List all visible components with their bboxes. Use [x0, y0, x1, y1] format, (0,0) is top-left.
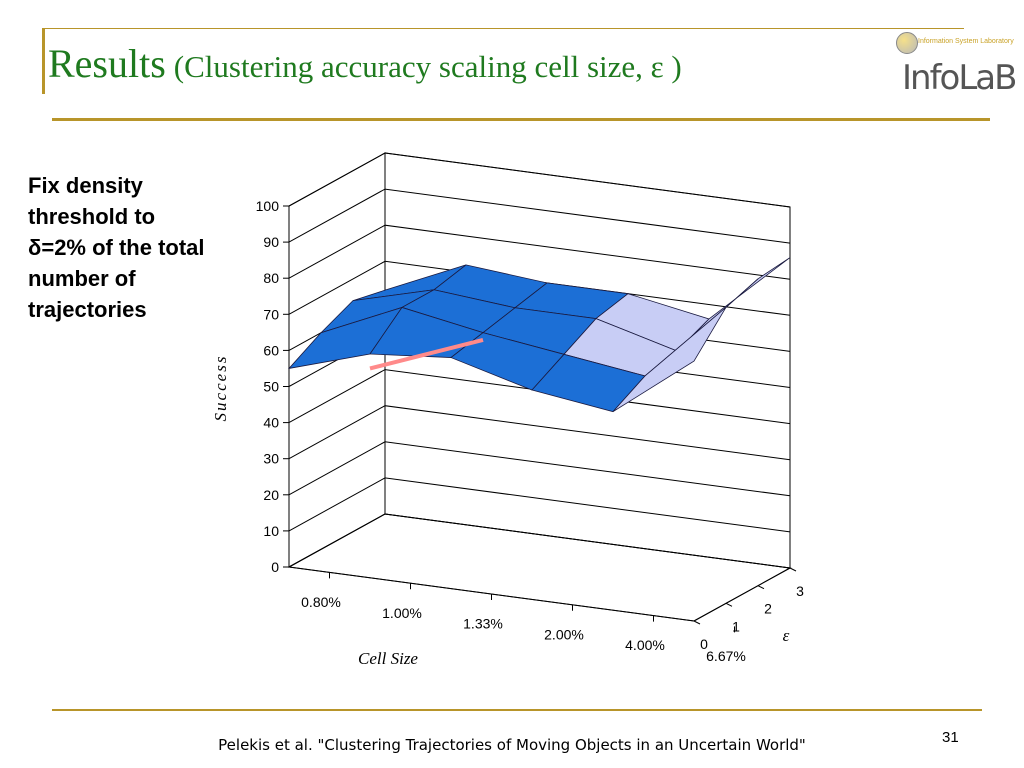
y-tick-label: 70	[263, 306, 279, 322]
x-axis-title: Cell Size	[358, 649, 418, 668]
header-thin-rule	[42, 28, 964, 29]
footer-citation: Pelekis et al. "Clustering Trajectories …	[218, 736, 806, 754]
x-tick-label: 1.00%	[382, 605, 422, 621]
globe-icon	[896, 32, 918, 54]
gridline	[288, 441, 791, 497]
gridline	[288, 477, 791, 533]
page-number: 31	[942, 729, 959, 746]
x-tick-label: 2.00%	[544, 626, 584, 642]
gridline	[288, 188, 791, 244]
depth-tick-labels: 0 1 2 3	[693, 567, 804, 652]
y-tick-label: 100	[256, 198, 280, 214]
footer-rule	[52, 709, 982, 711]
surface-patch	[612, 307, 727, 412]
x-tick-label: 1.33%	[463, 616, 503, 632]
gridline	[288, 152, 791, 208]
depth-tick-mark	[725, 602, 733, 607]
gridline	[288, 224, 791, 280]
title-main: Results	[48, 41, 166, 86]
depth-axis-line	[693, 567, 791, 622]
depth-tick-label: 2	[764, 601, 772, 617]
side-note: Fix density threshold to δ=2% of the tot…	[28, 173, 205, 322]
depth-tick-mark	[757, 585, 765, 590]
depth-tick-mark	[789, 567, 797, 572]
depth-tick-label: 1	[732, 618, 740, 634]
depth-tick-mark	[693, 620, 701, 625]
title-subtitle: (Clustering accuracy scaling cell size, …	[173, 49, 682, 84]
y-tick-label: 0	[271, 559, 279, 575]
depth-tick-label: 0	[700, 636, 708, 652]
y-tick-label: 10	[263, 523, 279, 539]
header-rule	[52, 118, 990, 121]
surface	[287, 257, 791, 413]
x-tick-label: 6.67%	[706, 648, 746, 664]
depth-tick-label: 3	[796, 583, 804, 599]
y-tick-label: 90	[263, 234, 279, 250]
y-tick-label: 60	[263, 342, 279, 358]
x-tick-labels: 0.80% 1.00% 1.33% 2.00% 4.00% 6.67%	[301, 572, 746, 664]
x-tick-label: 0.80%	[301, 594, 341, 610]
title-accent-bar	[42, 28, 45, 94]
y-tick-label: 50	[263, 379, 279, 395]
slide-title: Results (Clustering accuracy scaling cel…	[48, 40, 682, 87]
y-tick-label: 80	[263, 270, 279, 286]
gridline	[288, 369, 791, 425]
logo-text: InfoLaB	[902, 58, 1017, 98]
gridline	[288, 513, 791, 569]
infolab-logo: Information System Laboratory InfoLaB	[890, 28, 1017, 100]
gridline	[288, 260, 791, 316]
y-axis-title: Success	[211, 355, 230, 422]
y-tick-label: 40	[263, 415, 279, 431]
logo-tagline: Information System Laboratory	[918, 38, 1014, 45]
gridline	[288, 405, 791, 461]
y-tick-label: 30	[263, 451, 279, 467]
surface-ridge	[369, 337, 484, 371]
depth-axis-title: ε	[783, 626, 790, 645]
x-tick-label: 4.00%	[625, 637, 665, 653]
y-tick-label: 20	[263, 487, 279, 503]
